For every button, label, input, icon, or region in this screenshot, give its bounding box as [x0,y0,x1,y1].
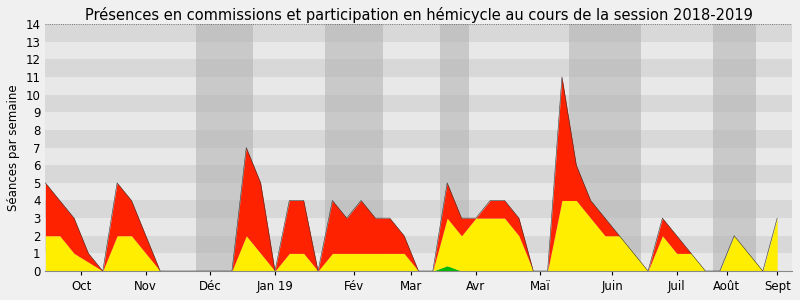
Bar [569,24,641,271]
Bar [440,24,469,271]
Bar [46,24,791,42]
Bar [46,183,791,200]
Bar [713,24,756,271]
Bar [46,148,791,165]
Bar [196,24,254,271]
Bar [46,254,791,271]
Bar [46,59,791,77]
Bar [46,236,791,254]
Bar [46,95,791,112]
Bar [46,77,791,95]
Title: Présences en commissions et participation en hémicycle au cours de la session 20: Présences en commissions et participatio… [85,7,752,23]
Bar [46,200,791,218]
Bar [46,42,791,59]
Bar [46,218,791,236]
Bar [46,130,791,148]
Bar [325,24,382,271]
Bar [46,165,791,183]
Y-axis label: Séances par semaine: Séances par semaine [7,84,20,211]
Bar [46,112,791,130]
